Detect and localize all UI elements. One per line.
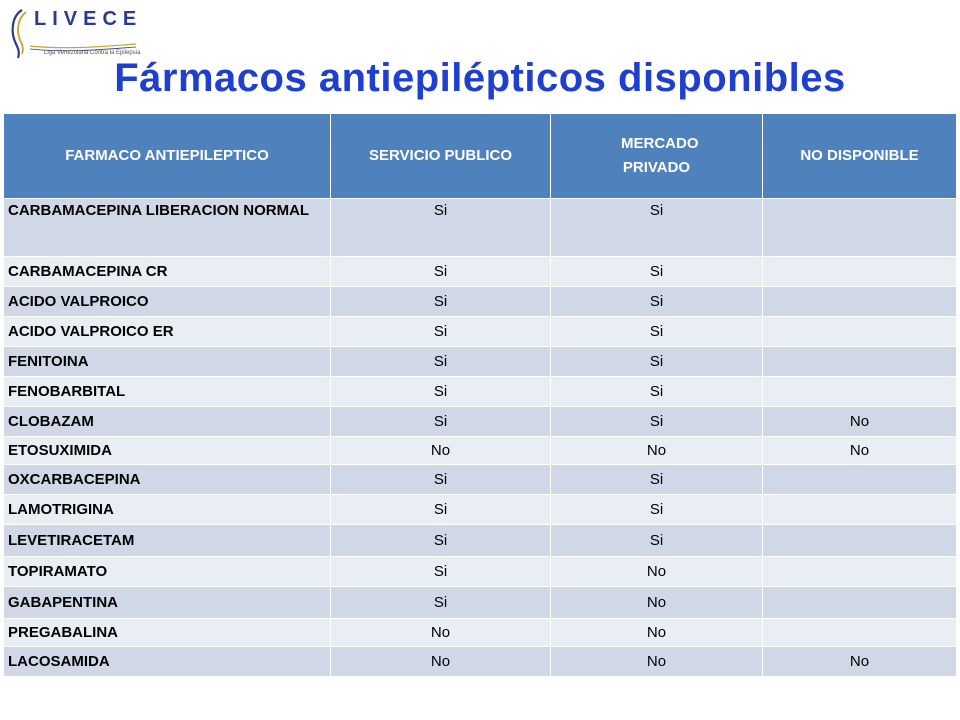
table-row: LAMOTRIGINA Si Si [3, 494, 957, 525]
cell-no-disponible: No [762, 646, 957, 677]
table-row: TOPIRAMATO Si No [3, 556, 957, 587]
cell-farmaco: FENOBARBITAL [3, 376, 331, 407]
table-row: OXCARBACEPINA Si Si [3, 464, 957, 495]
cell-farmaco: CLOBAZAM [3, 406, 331, 437]
cell-no-disponible [762, 464, 957, 495]
header-no-disponible: NO DISPONIBLE [762, 113, 957, 199]
logo-wordmark: LIVECE [34, 8, 143, 30]
cell-servicio-publico: No [330, 618, 551, 647]
drug-availability-table: FARMACO ANTIEPILEPTICO SERVICIO PUBLICO … [3, 113, 957, 677]
cell-farmaco: ETOSUXIMIDA [3, 436, 331, 465]
header-farmaco: FARMACO ANTIEPILEPTICO [3, 113, 331, 199]
cell-farmaco: CARBAMACEPINA CR [3, 256, 331, 287]
livece-logo: LIVECE Liga Venezolana Contra la Epileps… [8, 6, 143, 64]
cell-servicio-publico: Si [330, 464, 551, 495]
cell-mercado-privado: No [550, 586, 763, 619]
cell-servicio-publico: Si [330, 494, 551, 525]
table-row: PREGABALINA No No [3, 618, 957, 647]
cell-servicio-publico: Si [330, 286, 551, 317]
cell-mercado-privado: Si [550, 494, 763, 525]
cell-mercado-privado: No [550, 646, 763, 677]
table-row: LEVETIRACETAM Si Si [3, 524, 957, 557]
cell-no-disponible [762, 198, 957, 257]
cell-mercado-privado: Si [550, 346, 763, 377]
table-row: CARBAMACEPINA CR Si Si [3, 256, 957, 287]
table-row: FENITOINA Si Si [3, 346, 957, 377]
cell-mercado-privado: Si [550, 286, 763, 317]
table-body: CARBAMACEPINA LIBERACION NORMAL Si Si CARBA… [3, 198, 957, 677]
cell-mercado-privado: Si [550, 316, 763, 347]
table-row: ACIDO VALPROICO ER Si Si [3, 316, 957, 347]
table-row: CLOBAZAM Si Si No [3, 406, 957, 437]
table-row: GABAPENTINA Si No [3, 586, 957, 619]
logo-head-profile-icon [11, 9, 137, 59]
cell-farmaco: CARBAMACEPINA LIBERACION NORMAL [3, 198, 331, 257]
cell-farmaco: ACIDO VALPROICO ER [3, 316, 331, 347]
cell-farmaco: OXCARBACEPINA [3, 464, 331, 495]
cell-servicio-publico: Si [330, 556, 551, 587]
table-row: ETOSUXIMIDA No No No [3, 436, 957, 465]
cell-no-disponible: No [762, 436, 957, 465]
cell-farmaco: GABAPENTINA [3, 586, 331, 619]
cell-mercado-privado: No [550, 618, 763, 647]
cell-servicio-publico: Si [330, 198, 551, 257]
cell-no-disponible [762, 494, 957, 525]
cell-servicio-publico: No [330, 646, 551, 677]
cell-mercado-privado: No [550, 436, 763, 465]
cell-mercado-privado: No [550, 556, 763, 587]
header-mercado-privado: MERCADO PRIVADO [550, 113, 763, 199]
cell-farmaco: PREGABALINA [3, 618, 331, 647]
cell-mercado-privado: Si [550, 464, 763, 495]
cell-mercado-privado: Si [550, 198, 763, 257]
cell-farmaco: FENITOINA [3, 346, 331, 377]
cell-servicio-publico: No [330, 436, 551, 465]
table-row: CARBAMACEPINA LIBERACION NORMAL Si Si [3, 198, 957, 257]
cell-no-disponible [762, 256, 957, 287]
cell-servicio-publico: Si [330, 346, 551, 377]
cell-farmaco: LEVETIRACETAM [3, 524, 331, 557]
cell-no-disponible [762, 618, 957, 647]
header-servicio-publico: SERVICIO PUBLICO [330, 113, 551, 199]
cell-no-disponible [762, 376, 957, 407]
cell-no-disponible [762, 286, 957, 317]
cell-no-disponible [762, 586, 957, 619]
cell-servicio-publico: Si [330, 524, 551, 557]
cell-farmaco: TOPIRAMATO [3, 556, 331, 587]
cell-farmaco: LAMOTRIGINA [3, 494, 331, 525]
cell-servicio-publico: Si [330, 316, 551, 347]
cell-mercado-privado: Si [550, 406, 763, 437]
cell-no-disponible [762, 524, 957, 557]
cell-no-disponible: No [762, 406, 957, 437]
slide-title: Fármacos antiepilépticos disponibles [114, 56, 846, 100]
cell-servicio-publico: Si [330, 376, 551, 407]
table-row: LACOSAMIDA No No No [3, 646, 957, 677]
table-row: FENOBARBITAL Si Si [3, 376, 957, 407]
table-header-row: FARMACO ANTIEPILEPTICO SERVICIO PUBLICO … [3, 113, 957, 199]
logo-tagline: Liga Venezolana Contra la Epilepsia [44, 50, 141, 56]
cell-farmaco: LACOSAMIDA [3, 646, 331, 677]
cell-farmaco: ACIDO VALPROICO [3, 286, 331, 317]
table-row: ACIDO VALPROICO Si Si [3, 286, 957, 317]
cell-servicio-publico: Si [330, 406, 551, 437]
cell-no-disponible [762, 346, 957, 377]
cell-mercado-privado: Si [550, 524, 763, 557]
cell-servicio-publico: Si [330, 586, 551, 619]
cell-mercado-privado: Si [550, 256, 763, 287]
cell-no-disponible [762, 316, 957, 347]
cell-servicio-publico: Si [330, 256, 551, 287]
cell-mercado-privado: Si [550, 376, 763, 407]
cell-no-disponible [762, 556, 957, 587]
